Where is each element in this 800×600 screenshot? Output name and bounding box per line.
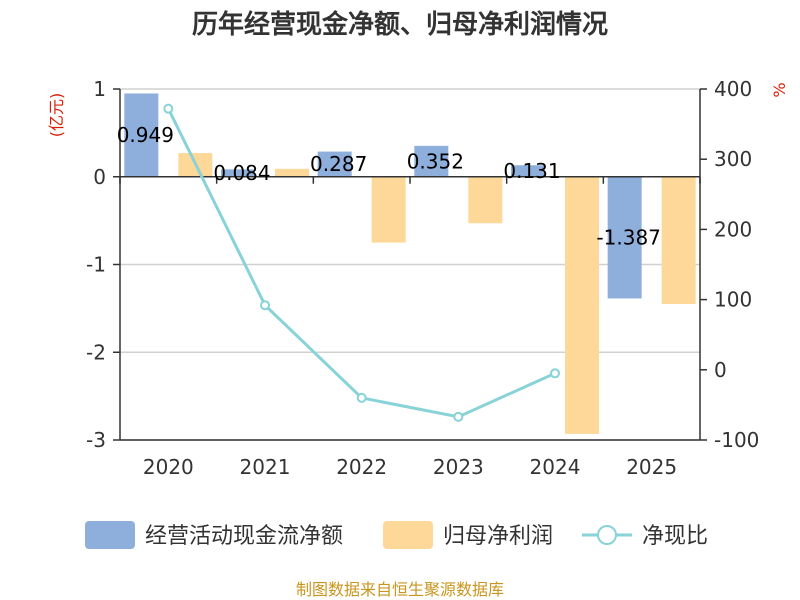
- legend-swatch-profit: [383, 521, 433, 549]
- tick-labels: 1 0 -1 -2 -3 400 300 200 100 0 -100 2020 2021 2022 202…: [86, 77, 759, 479]
- left-axis-unit: (亿元): [47, 93, 66, 138]
- ratio-point: [550, 368, 560, 379]
- left-tick-label: 1: [93, 77, 106, 101]
- bar-cashflow: [414, 145, 449, 177]
- legend-label-cashflow: 经营活动现金流净额: [145, 524, 343, 549]
- bar-cashflow: [317, 151, 352, 177]
- cashflow-data-label: 0.287: [310, 152, 367, 176]
- ratio-line: [163, 103, 560, 422]
- bar-cashflow: [607, 176, 642, 299]
- right-tick-label: 300: [714, 147, 752, 171]
- legend-swatch-cashflow: [85, 521, 135, 549]
- left-tick-label: -2: [86, 340, 106, 364]
- bar-profit: [371, 176, 406, 243]
- bar-cashflow: [511, 165, 545, 177]
- bar-profit: [661, 176, 696, 304]
- x-tick-label: 2023: [433, 455, 484, 479]
- legend: 经营活动现金流净额 归母净利润 净现比: [85, 521, 708, 549]
- bar-profit: [565, 176, 599, 434]
- cashflow-data-label: 0.949: [117, 123, 174, 147]
- left-tick-label: 0: [93, 165, 106, 189]
- bar-profit: [468, 176, 503, 224]
- x-tick-label: 2025: [626, 455, 677, 479]
- bar-cashflow: [124, 93, 159, 177]
- bar-cashflow: [221, 169, 255, 177]
- data-labels: 0.949 0.084 0.287 0.352 0.131 -1.387: [117, 123, 661, 249]
- cashflow-data-label: -1.387: [596, 226, 660, 250]
- cashflow-data-label: 0.131: [503, 159, 560, 183]
- x-tick-label: 2020: [143, 455, 194, 479]
- right-tick-label: 400: [714, 77, 752, 101]
- left-tick-label: -3: [86, 428, 106, 452]
- source-note: 制图数据来自恒生聚源数据库: [296, 580, 504, 599]
- cashflow-data-label: 0.352: [407, 149, 464, 173]
- ratio-point: [356, 392, 367, 403]
- legend-label-profit: 归母净利润: [443, 524, 553, 549]
- legend-label-ratio: 净现比: [642, 524, 708, 549]
- chart-title: 历年经营现金净额、归母净利润情况: [192, 9, 608, 40]
- ratio-point: [163, 103, 174, 114]
- ratio-point: [260, 300, 270, 311]
- cashflow-data-label: 0.084: [213, 161, 270, 185]
- x-tick-label: 2024: [530, 455, 581, 479]
- x-tick-label: 2022: [336, 455, 387, 479]
- left-tick-label: -1: [86, 253, 106, 277]
- x-tick-label: 2021: [240, 455, 291, 479]
- bars: [124, 93, 696, 434]
- right-tick-label: 100: [714, 288, 752, 312]
- ratio-point: [453, 411, 464, 422]
- right-tick-label: 200: [714, 217, 752, 241]
- right-tick-label: 0: [714, 358, 727, 382]
- legend-swatch-ratio-marker: [597, 525, 617, 545]
- axes: [113, 88, 707, 441]
- right-tick-label: -100: [714, 428, 759, 452]
- bar-profit: [275, 168, 309, 177]
- right-axis-unit: %: [770, 82, 789, 97]
